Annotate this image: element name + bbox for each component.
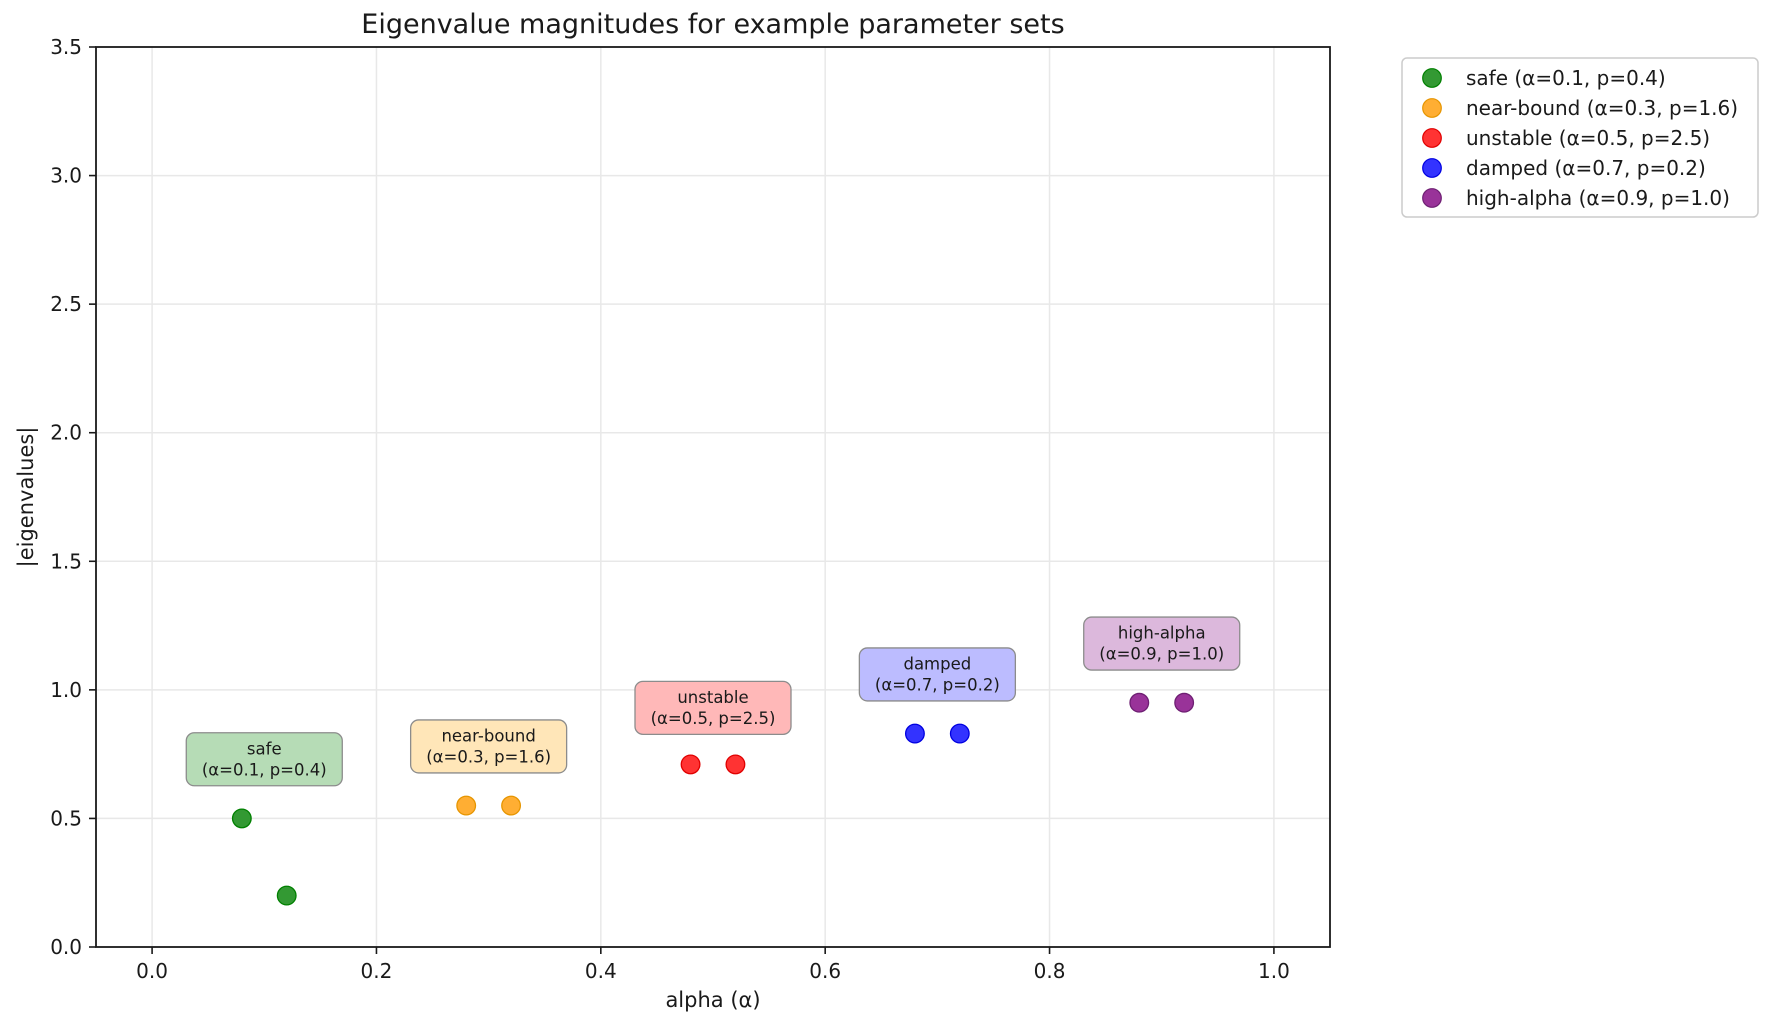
chart-title: Eigenvalue magnitudes for example parame… — [361, 9, 1064, 40]
legend-label-high-alpha: high-alpha (α=0.9, p=1.0) — [1466, 186, 1730, 210]
grid-layer — [96, 46, 1330, 948]
annotation-layer: safe (α=0.1, p=0.4) near-bound (α=0.3, p=1.… — [185, 616, 1241, 787]
y-tick-label: 2.5 — [50, 292, 82, 316]
series-damped — [904, 723, 970, 744]
legend-marker-high-alpha — [1422, 188, 1442, 208]
data-point-damped — [904, 723, 925, 744]
series-near-bound — [456, 795, 522, 816]
series-layer — [231, 692, 1195, 906]
legend-item-damped: damped (α=0.7, p=0.2) — [1422, 156, 1706, 180]
y-axis-label: |eigenvalues| — [14, 427, 39, 568]
legend: safe (α=0.1, p=0.4) near-bound (α=0.3, p=… — [1401, 57, 1759, 218]
series-unstable — [680, 754, 746, 775]
legend-marker-damped — [1422, 158, 1442, 178]
axis-layer: 0.0 0.2 0.4 0.6 0.8 1.0 0.0 0.5 1.0 1.5 2.0 2.5 3.0 3… — [50, 35, 1331, 983]
legend-label-safe: safe (α=0.1, p=0.4) — [1466, 66, 1666, 90]
data-point-damped — [949, 723, 970, 744]
x-tick-label: 0.0 — [136, 959, 168, 983]
series-safe — [231, 808, 297, 906]
legend-label-near-bound: near-bound (α=0.3, p=1.6) — [1466, 96, 1738, 120]
y-tick-label: 0.0 — [50, 935, 82, 959]
legend-item-unstable: unstable (α=0.5, p=2.5) — [1422, 126, 1710, 150]
x-tick-label: 0.8 — [1034, 959, 1066, 983]
legend-marker-near-bound — [1422, 98, 1442, 118]
annotation-name: high-alpha — [1118, 624, 1206, 643]
x-tick-label: 0.2 — [361, 959, 393, 983]
plot-border — [95, 46, 1331, 948]
annotation-name: unstable — [677, 688, 748, 707]
data-point-near-bound — [456, 795, 477, 816]
data-point-high-alpha — [1174, 692, 1195, 713]
annotation-box-high-alpha — [1083, 616, 1241, 671]
annotation-unstable: unstable (α=0.5, p=2.5) — [634, 680, 792, 736]
legend-frame — [1401, 57, 1759, 218]
annotation-box-safe — [185, 732, 343, 787]
legend-item-safe: safe (α=0.1, p=0.4) — [1422, 66, 1666, 90]
annotation-params: (α=0.1, p=0.4) — [202, 760, 327, 779]
data-point-near-bound — [501, 795, 522, 816]
annotation-near-bound: near-bound (α=0.3, p=1.6) — [409, 719, 568, 774]
annotation-params: (α=0.7, p=0.2) — [875, 675, 1000, 694]
data-point-safe — [231, 808, 252, 829]
data-point-safe — [276, 885, 297, 906]
annotation-name: near-bound — [441, 726, 535, 745]
x-tick-label: 1.0 — [1258, 959, 1290, 983]
annotation-params: (α=0.3, p=1.6) — [426, 747, 551, 766]
annotation-safe: safe (α=0.1, p=0.4) — [185, 732, 343, 787]
x-tick-label: 0.4 — [585, 959, 617, 983]
y-tick-label: 0.5 — [50, 806, 82, 830]
legend-marker-unstable — [1422, 128, 1442, 148]
series-high-alpha — [1129, 692, 1195, 713]
y-tick-label: 2.0 — [50, 421, 82, 445]
legend-label-unstable: unstable (α=0.5, p=2.5) — [1466, 126, 1710, 150]
y-tick-label: 3.0 — [50, 164, 82, 188]
annotation-box-damped — [858, 647, 1017, 702]
legend-label-damped: damped (α=0.7, p=0.2) — [1466, 156, 1706, 180]
x-tick-label: 0.6 — [809, 959, 841, 983]
annotation-name: safe — [247, 739, 282, 758]
legend-item-near-bound: near-bound (α=0.3, p=1.6) — [1422, 96, 1738, 120]
annotation-high-alpha: high-alpha (α=0.9, p=1.0) — [1083, 616, 1241, 671]
annotation-name: damped — [903, 654, 971, 673]
annotation-params: (α=0.5, p=2.5) — [651, 709, 776, 728]
annotation-damped: damped (α=0.7, p=0.2) — [858, 647, 1017, 702]
legend-item-high-alpha: high-alpha (α=0.9, p=1.0) — [1422, 186, 1730, 210]
y-tick-label: 1.0 — [50, 678, 82, 702]
data-point-high-alpha — [1129, 692, 1150, 713]
data-point-unstable — [680, 754, 701, 775]
x-axis-label: alpha (α) — [665, 988, 760, 1012]
y-tick-label: 1.5 — [50, 549, 82, 573]
annotation-box-unstable — [634, 680, 792, 736]
y-tick-label: 3.5 — [50, 35, 82, 59]
annotation-params: (α=0.9, p=1.0) — [1099, 645, 1224, 664]
data-point-unstable — [725, 754, 746, 775]
legend-marker-safe — [1422, 68, 1442, 88]
annotation-box-near-bound — [409, 719, 568, 774]
